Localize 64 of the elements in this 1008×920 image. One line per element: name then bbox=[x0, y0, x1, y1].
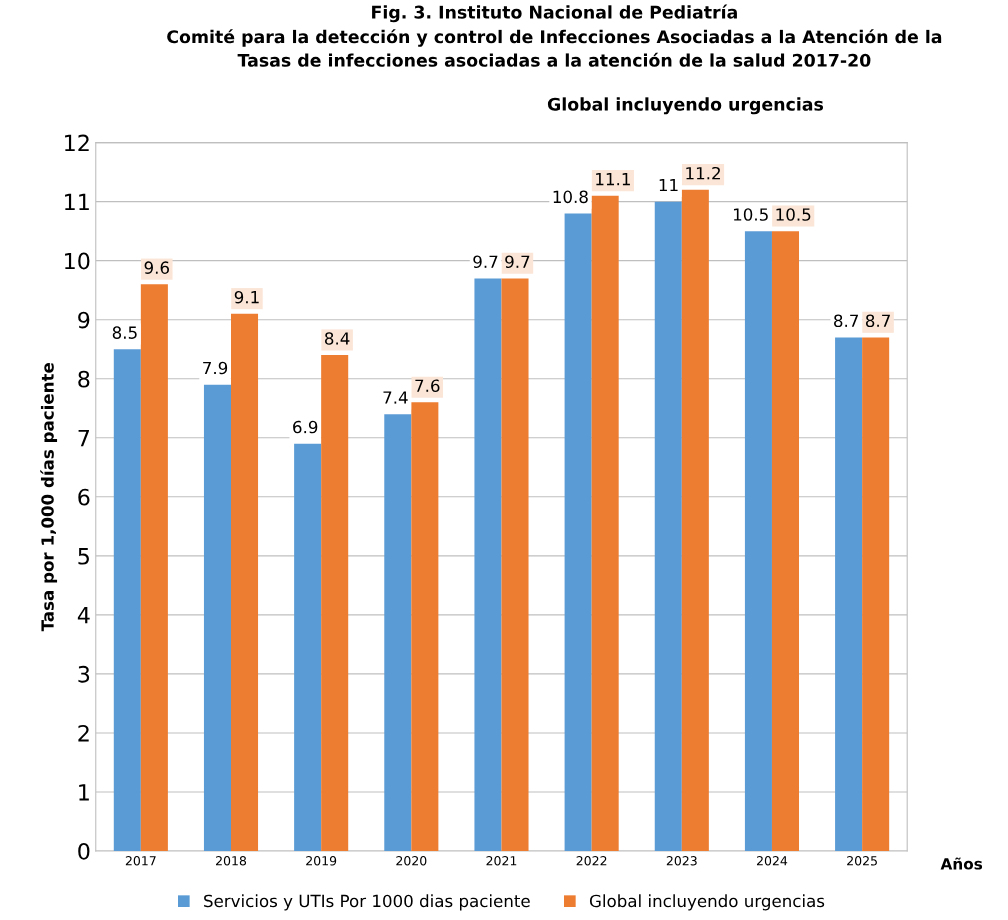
x-tick-label: 2024 bbox=[756, 856, 788, 866]
legend-label: Global incluyendo urgencias bbox=[589, 894, 825, 911]
bar bbox=[113, 349, 141, 851]
bar bbox=[294, 443, 322, 851]
x-axis-title: Años bbox=[940, 857, 983, 870]
bar bbox=[744, 231, 772, 851]
legend-label: Servicios y UTIs Por 1000 dias paciente bbox=[204, 894, 530, 911]
data-label: 11 bbox=[659, 178, 678, 192]
x-tick-label: 2021 bbox=[486, 856, 517, 866]
data-label: 9.7 bbox=[473, 255, 498, 269]
y-tick-label: 9 bbox=[78, 311, 90, 329]
x-tick-label: 2022 bbox=[576, 856, 607, 866]
x-tick-label: 2018 bbox=[216, 856, 247, 866]
data-label: 7.9 bbox=[203, 361, 228, 375]
x-tick-label: 2019 bbox=[306, 856, 337, 866]
y-tick-label: 0 bbox=[78, 842, 90, 860]
y-tick-label: 5 bbox=[78, 548, 89, 565]
data-label: 7.6 bbox=[415, 379, 440, 393]
data-label: 7.4 bbox=[383, 391, 408, 404]
chart-subtitle: Global incluyendo urgencias bbox=[547, 97, 824, 115]
y-tick-label: 3 bbox=[78, 665, 90, 683]
bar bbox=[321, 355, 349, 851]
bar bbox=[771, 231, 800, 851]
data-label: 6.9 bbox=[293, 420, 318, 434]
y-tick-label: 7 bbox=[78, 430, 89, 447]
data-label: 9.7 bbox=[505, 255, 530, 269]
data-label: 8.7 bbox=[865, 314, 890, 328]
data-label: 9.6 bbox=[144, 261, 169, 274]
bar bbox=[501, 278, 529, 851]
data-label: 10.8 bbox=[553, 190, 588, 204]
bar bbox=[474, 278, 502, 851]
y-tick-label: 10 bbox=[65, 252, 90, 270]
x-tick-label: 2025 bbox=[847, 856, 877, 866]
data-label: 10.5 bbox=[776, 208, 811, 221]
bar bbox=[564, 213, 592, 851]
y-tick-label: 4 bbox=[77, 607, 90, 624]
data-label: 8.4 bbox=[325, 332, 350, 345]
data-label: 9.1 bbox=[234, 290, 259, 304]
data-label: 8.5 bbox=[112, 326, 137, 339]
bar bbox=[203, 384, 231, 851]
data-label: 11.2 bbox=[686, 166, 720, 180]
data-label: 8.7 bbox=[834, 314, 858, 328]
y-tick-label: 12 bbox=[65, 134, 89, 152]
bar bbox=[591, 195, 619, 851]
y-axis-title: Tasa por 1,000 días paciente bbox=[40, 363, 58, 632]
bar bbox=[140, 284, 168, 851]
y-tick-label: 1 bbox=[79, 784, 89, 801]
bar bbox=[681, 189, 709, 851]
x-tick-label: 2017 bbox=[125, 856, 156, 866]
data-label: 11.1 bbox=[596, 173, 630, 186]
bar bbox=[862, 337, 890, 851]
bar bbox=[384, 414, 412, 851]
bar bbox=[835, 337, 863, 851]
y-tick-label: 11 bbox=[65, 193, 89, 211]
x-tick-label: 2020 bbox=[396, 856, 427, 866]
bar bbox=[411, 402, 439, 851]
chart-title: Fig. 3. Instituto Nacional de Pediatría Comité para la detección y control de Infecciones Asociadas a la Atención de la Tasas de infecciones asociadas a la atención de la salud 2017-20 bbox=[167, 4, 942, 67]
x-tick-label: 2023 bbox=[666, 856, 697, 866]
y-tick-label: 6 bbox=[78, 488, 90, 506]
y-tick-label: 8 bbox=[78, 370, 90, 388]
bar bbox=[231, 313, 259, 851]
bar bbox=[654, 201, 682, 851]
y-tick-label: 2 bbox=[78, 724, 89, 742]
data-label: 10.5 bbox=[733, 208, 768, 221]
